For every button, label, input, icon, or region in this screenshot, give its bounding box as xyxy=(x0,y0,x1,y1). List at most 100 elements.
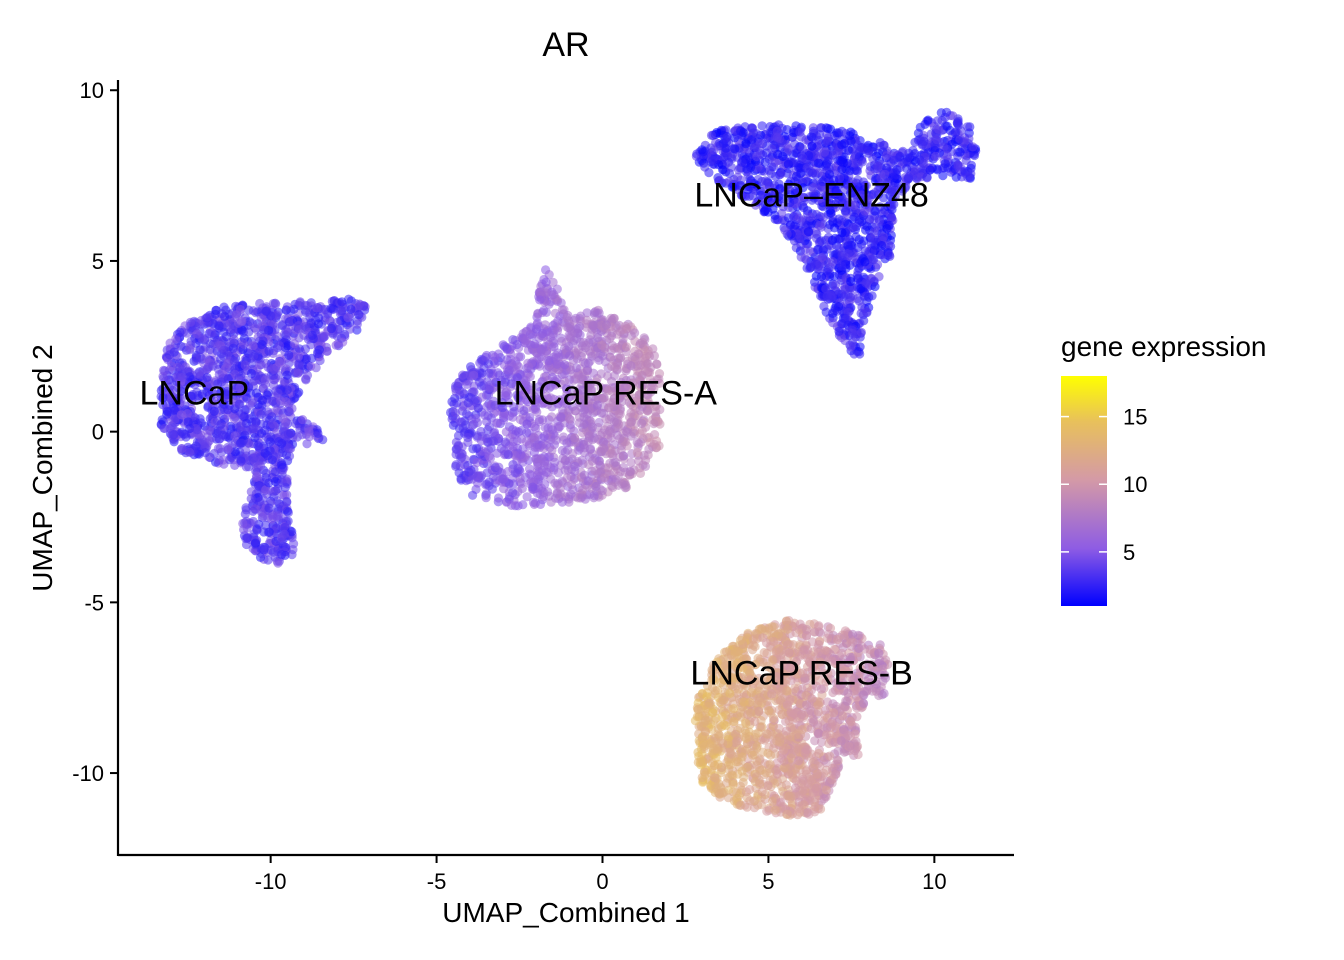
cell-point xyxy=(584,431,595,441)
cell-point xyxy=(521,436,532,446)
cell-point xyxy=(248,516,258,527)
cell-point xyxy=(846,276,856,287)
cell-point xyxy=(346,304,356,314)
cell-point xyxy=(633,349,643,359)
cell-point xyxy=(636,360,646,370)
cell-point xyxy=(451,437,461,447)
cell-point xyxy=(613,480,624,490)
cell-point xyxy=(512,436,522,446)
cell-point xyxy=(269,364,279,375)
cell-point xyxy=(326,323,336,334)
cell-point xyxy=(560,360,570,370)
cell-point xyxy=(293,359,303,369)
cell-point xyxy=(185,345,195,355)
cell-point xyxy=(632,447,643,458)
cell-point xyxy=(257,339,267,350)
cell-point xyxy=(289,539,299,549)
cell-point xyxy=(635,429,645,439)
cell-point xyxy=(579,412,589,422)
cell-point xyxy=(177,444,187,454)
cell-point xyxy=(477,471,487,481)
cell-point xyxy=(293,368,303,378)
cell-point xyxy=(292,389,302,399)
cell-point xyxy=(472,457,482,468)
cell-point xyxy=(183,417,193,427)
cell-point xyxy=(579,447,590,458)
cell-point xyxy=(884,250,895,260)
cell-point xyxy=(909,164,920,174)
cell-point xyxy=(298,415,308,425)
cell-point xyxy=(813,158,823,168)
cell-point xyxy=(964,134,974,144)
cell-point xyxy=(302,370,313,380)
cell-point xyxy=(528,482,538,492)
cell-point xyxy=(528,497,539,507)
cell-point xyxy=(730,144,740,154)
cell-point xyxy=(597,340,607,350)
cell-point xyxy=(932,135,942,145)
cell-point xyxy=(951,172,961,182)
cell-point xyxy=(571,313,581,323)
cell-point xyxy=(544,356,554,366)
cell-point xyxy=(469,370,479,380)
cell-point xyxy=(587,422,597,432)
cell-point xyxy=(197,334,207,344)
cell-point xyxy=(626,361,636,371)
cell-point xyxy=(456,449,466,459)
cell-point xyxy=(955,147,965,157)
cell-point xyxy=(264,346,274,356)
cell-point xyxy=(337,306,347,316)
cell-point xyxy=(326,303,336,313)
cell-point xyxy=(160,423,170,433)
cell-point xyxy=(855,342,865,352)
cell-point xyxy=(784,157,794,167)
cell-point xyxy=(257,428,267,438)
cell-point xyxy=(250,371,260,381)
cell-point xyxy=(221,331,231,342)
cell-point xyxy=(481,384,492,394)
cell-point xyxy=(249,453,259,463)
cell-point xyxy=(620,321,631,331)
cell-point xyxy=(243,437,253,448)
cell-point xyxy=(700,162,710,172)
cell-point xyxy=(649,351,660,361)
cell-point xyxy=(229,365,239,375)
cell-point xyxy=(827,257,838,267)
cell-point xyxy=(175,327,185,337)
cell-point xyxy=(879,140,889,150)
cell-point xyxy=(306,361,316,371)
cell-point xyxy=(572,333,582,344)
cell-point xyxy=(622,342,632,352)
cell-point xyxy=(263,555,273,565)
cell-point xyxy=(522,428,532,438)
cell-point xyxy=(214,321,224,331)
cell-point xyxy=(566,489,576,499)
cell-point xyxy=(541,277,551,287)
cell-point xyxy=(275,341,285,351)
cell-point xyxy=(876,241,887,251)
cell-point xyxy=(837,228,847,238)
cell-point xyxy=(601,320,612,330)
cell-point xyxy=(796,132,806,142)
cell-point xyxy=(481,352,491,362)
cell-point xyxy=(564,414,575,424)
cell-point xyxy=(605,333,615,344)
cell-point xyxy=(237,438,247,448)
cell-point xyxy=(797,143,808,154)
cell-point xyxy=(518,500,528,510)
cell-point xyxy=(597,486,607,496)
cell-point xyxy=(282,385,292,395)
cell-point xyxy=(540,320,550,330)
cell-point xyxy=(588,320,598,330)
cell-point xyxy=(256,409,266,419)
cell-point xyxy=(250,538,261,548)
cell-point xyxy=(848,223,858,233)
cell-point xyxy=(251,388,261,398)
cell-point xyxy=(551,435,561,445)
cell-point xyxy=(513,427,524,437)
cell-point xyxy=(303,424,313,434)
cell-point xyxy=(234,318,244,328)
cluster-lncap xyxy=(156,294,370,568)
cell-point xyxy=(287,550,297,560)
cell-point xyxy=(477,392,487,402)
